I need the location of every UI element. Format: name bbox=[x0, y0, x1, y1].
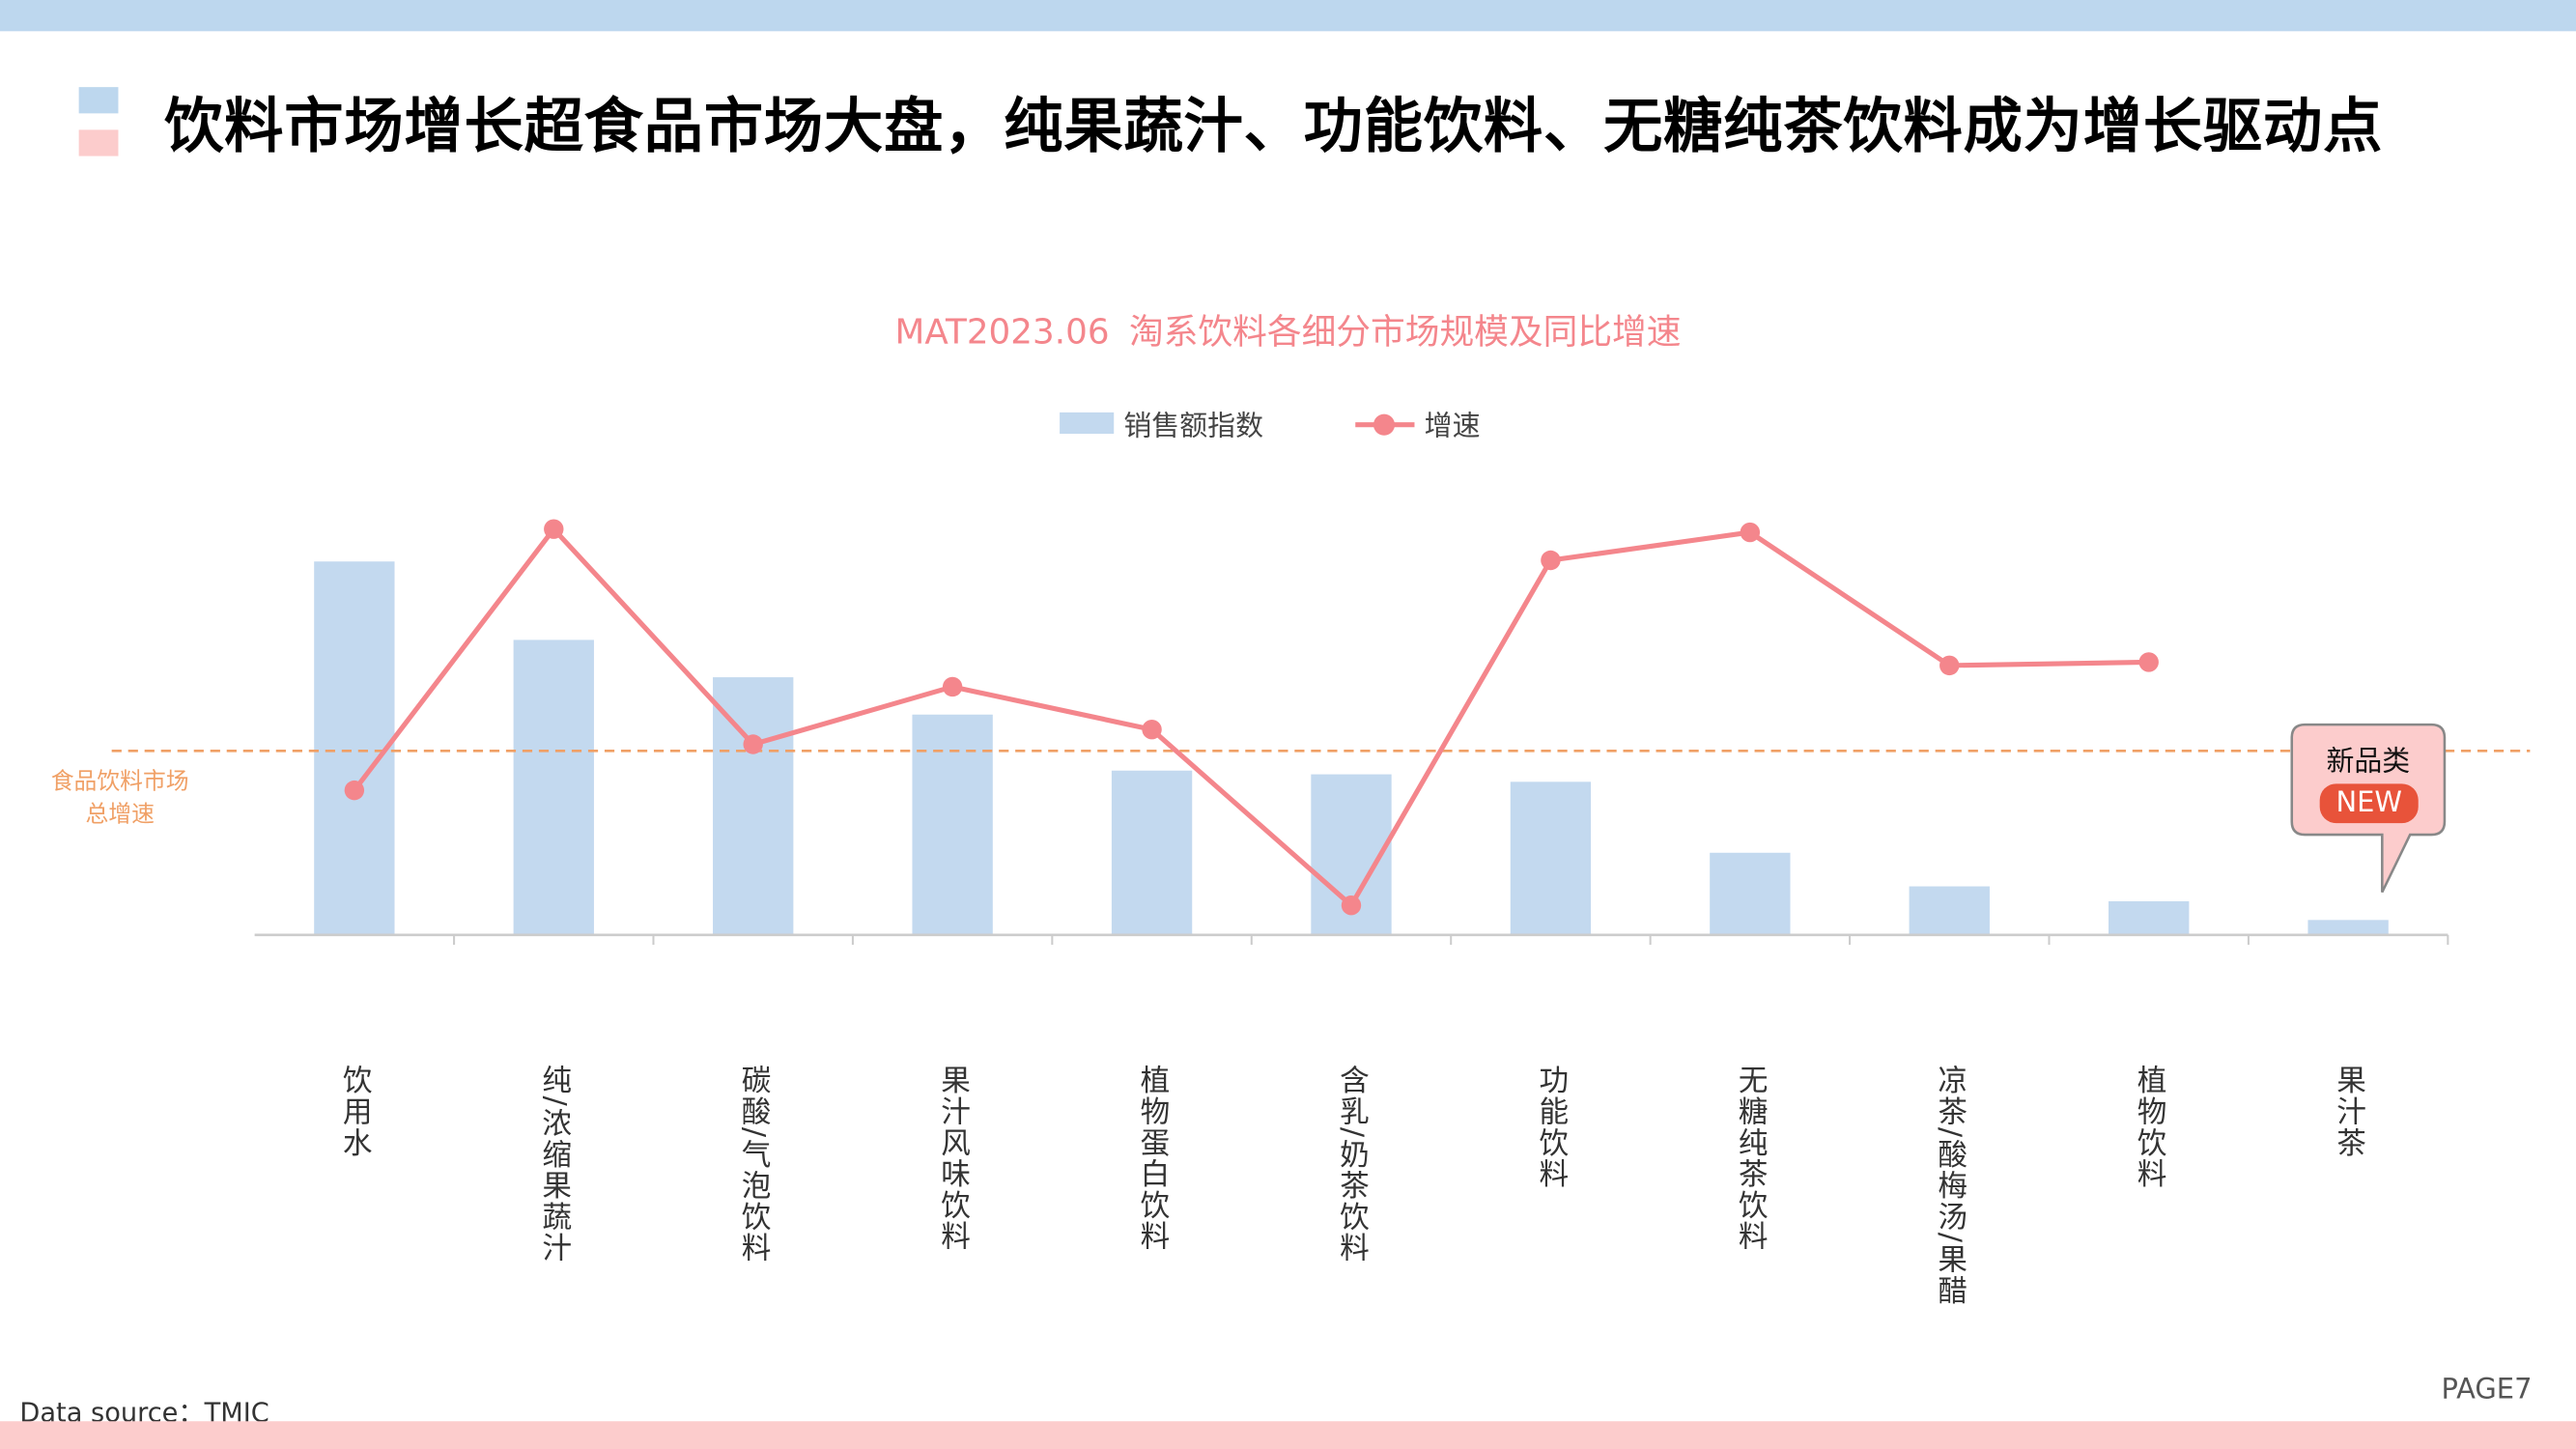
chart-title-prefix: MAT2023.06 bbox=[894, 312, 1110, 352]
growth-point-3 bbox=[942, 676, 963, 697]
growth-point-0 bbox=[344, 780, 365, 801]
category-label: 植物蛋白饮料 bbox=[1135, 1065, 1171, 1253]
growth-point-2 bbox=[743, 734, 763, 754]
growth-point-6 bbox=[1541, 550, 1561, 571]
chart-title: MAT2023.06 淘系饮料各细分市场规模及同比增速 bbox=[0, 305, 2576, 355]
title-marker-pink bbox=[78, 129, 119, 156]
category-label: 植物饮料 bbox=[2132, 1065, 2167, 1190]
bar-0 bbox=[314, 561, 395, 935]
new-category-callout: 新品类 NEW bbox=[2290, 723, 2447, 894]
callout-text: 新品类 bbox=[2326, 746, 2411, 780]
growth-point-8 bbox=[1939, 655, 1960, 676]
category-label: 凉茶/酸梅汤/果醋 bbox=[1933, 1065, 1967, 1307]
reference-line-label: 食品饮料市场 总增速 bbox=[30, 766, 211, 832]
growth-point-9 bbox=[2138, 652, 2159, 672]
chart-legend: 销售额指数 增速 bbox=[1060, 403, 1481, 444]
category-label: 果汁风味饮料 bbox=[936, 1065, 971, 1253]
category-label: 碳酸/气泡饮料 bbox=[736, 1065, 772, 1264]
bar-6 bbox=[1510, 781, 1592, 935]
growth-point-1 bbox=[544, 519, 564, 539]
legend-bar-swatch bbox=[1060, 412, 1115, 435]
chart-title-text: 淘系饮料各细分市场规模及同比增速 bbox=[1128, 312, 1682, 352]
bar-7 bbox=[1710, 852, 1791, 935]
page-title: 饮料市场增长超食品市场大盘，纯果蔬汁、功能饮料、无糖纯茶饮料成为增长驱动点 bbox=[164, 93, 2384, 161]
title-marker-blue bbox=[78, 87, 119, 114]
category-label: 饮用水 bbox=[337, 1065, 373, 1159]
bottom-accent-bar bbox=[0, 1421, 2576, 1449]
top-accent-bar bbox=[0, 0, 2576, 32]
legend-line-swatch bbox=[1355, 412, 1415, 435]
growth-line bbox=[352, 525, 2149, 910]
category-label: 含乳/奶茶饮料 bbox=[1334, 1065, 1370, 1264]
growth-point-7 bbox=[1740, 522, 1761, 543]
category-label: 果汁茶 bbox=[2332, 1065, 2366, 1159]
page-number: PAGE7 bbox=[2441, 1373, 2533, 1406]
new-badge: NEW bbox=[2319, 783, 2419, 824]
bar-1 bbox=[513, 639, 594, 935]
growth-point-5 bbox=[1341, 895, 1362, 916]
category-label: 纯/浓缩果蔬汁 bbox=[537, 1065, 572, 1264]
growth-point-4 bbox=[1142, 719, 1162, 740]
legend-line-label: 增速 bbox=[1424, 411, 1481, 444]
legend-bar-label: 销售额指数 bbox=[1123, 411, 1263, 444]
category-label: 功能饮料 bbox=[1534, 1065, 1570, 1190]
reference-label-line1: 食品饮料市场 bbox=[50, 769, 189, 796]
category-label: 无糖纯茶饮料 bbox=[1733, 1065, 1769, 1253]
bar-2 bbox=[713, 677, 794, 935]
bar-8 bbox=[1909, 886, 1990, 935]
bar-10 bbox=[2307, 920, 2389, 935]
bar-3 bbox=[912, 714, 993, 935]
bar-4 bbox=[1111, 770, 1193, 935]
bar-9 bbox=[2109, 901, 2190, 935]
reference-label-line2: 总增速 bbox=[85, 802, 155, 829]
